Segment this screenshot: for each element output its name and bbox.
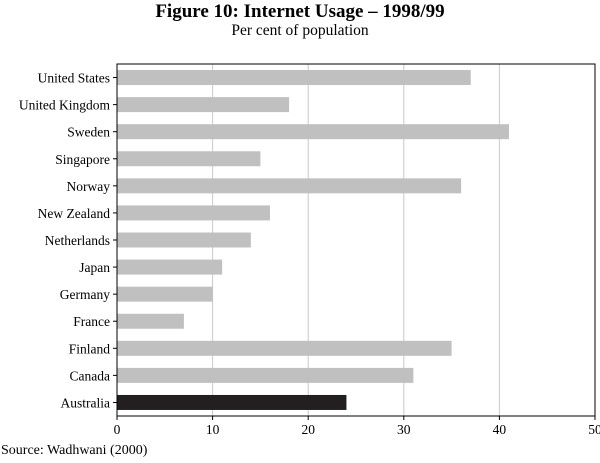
category-label: Finland	[69, 341, 111, 356]
category-label: Germany	[60, 287, 110, 302]
category-label: United States	[38, 71, 110, 86]
x-tick-label: 30	[397, 422, 411, 437]
x-tick-label: 0	[114, 422, 121, 437]
bar	[117, 205, 270, 221]
bar	[117, 367, 414, 383]
x-axis-ticks: 0 10 20 30 40 50	[114, 416, 600, 437]
category-label: Norway	[67, 179, 111, 194]
category-label: Sweden	[67, 125, 110, 140]
category-label: Singapore	[55, 152, 110, 167]
bar	[117, 124, 509, 140]
chart-title: Figure 10: Internet Usage – 1998/99	[155, 1, 445, 22]
bar	[117, 151, 261, 167]
category-label: Japan	[79, 260, 110, 275]
bar	[117, 232, 251, 248]
category-label: New Zealand	[38, 206, 111, 221]
bar	[117, 313, 184, 329]
category-label: France	[73, 314, 110, 329]
chart-subtitle: Per cent of population	[231, 22, 369, 39]
bar-highlighted	[117, 394, 347, 410]
bar	[117, 259, 223, 275]
x-tick-label: 10	[206, 422, 220, 437]
x-tick-label: 40	[493, 422, 507, 437]
category-label: United Kingdom	[19, 98, 111, 113]
bar	[117, 286, 213, 302]
source-note: Source: Wadhwani (2000)	[1, 443, 148, 458]
category-label: Canada	[70, 368, 110, 383]
category-label: Netherlands	[45, 233, 110, 248]
bar	[117, 340, 452, 356]
bars	[117, 70, 509, 410]
x-tick-label: 20	[301, 422, 315, 437]
category-labels: United States United Kingdom Sweden Singapo…	[19, 71, 117, 410]
bar	[117, 70, 471, 86]
bar	[117, 178, 462, 194]
bar	[117, 97, 290, 113]
x-tick-label: 50	[588, 422, 600, 437]
category-label: Australia	[61, 395, 111, 410]
gridlines	[212, 64, 500, 416]
